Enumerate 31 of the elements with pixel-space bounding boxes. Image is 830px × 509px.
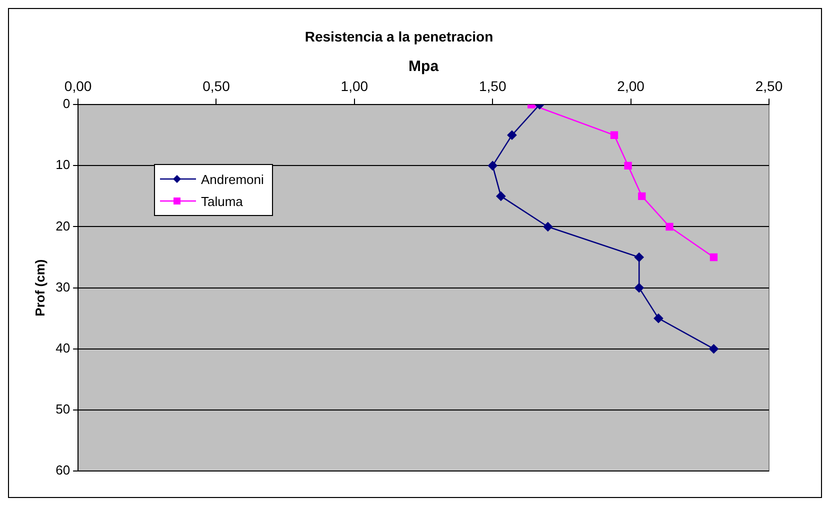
y-tick-label: 0 bbox=[62, 96, 70, 112]
point bbox=[634, 252, 644, 262]
y-tick-label: 30 bbox=[56, 279, 70, 294]
x-tick-label: 0,50 bbox=[202, 78, 230, 94]
y-tick-label: 60 bbox=[56, 462, 70, 478]
point bbox=[488, 161, 498, 170]
legend-label: Taluma bbox=[201, 194, 243, 208]
legend-label: Andremoni bbox=[201, 172, 264, 186]
point bbox=[709, 344, 718, 354]
point bbox=[496, 192, 506, 201]
y-tick-label: 10 bbox=[56, 157, 70, 172]
x-tick-label: 2,00 bbox=[617, 78, 645, 94]
point bbox=[666, 222, 674, 231]
x-tick-label: 1,50 bbox=[479, 78, 506, 94]
point bbox=[654, 314, 664, 323]
y-tick-label: 40 bbox=[56, 340, 70, 356]
x-tick-label: 2,50 bbox=[755, 78, 783, 94]
y-tick-label: 50 bbox=[56, 402, 70, 417]
point bbox=[507, 130, 517, 140]
y-axis-title: Prof (cm) bbox=[32, 259, 48, 316]
x-axis-title: Mpa bbox=[408, 58, 440, 75]
point bbox=[634, 283, 644, 292]
x-tick-label: 0,00 bbox=[64, 78, 92, 94]
chart-title: Resistencia a la penetracion bbox=[304, 28, 494, 44]
x-tick-label: 1,00 bbox=[340, 78, 368, 94]
y-tick-label: 20 bbox=[56, 218, 70, 234]
point bbox=[543, 222, 553, 232]
point bbox=[610, 131, 618, 139]
point bbox=[710, 253, 718, 262]
point bbox=[638, 192, 646, 200]
point bbox=[624, 162, 632, 170]
